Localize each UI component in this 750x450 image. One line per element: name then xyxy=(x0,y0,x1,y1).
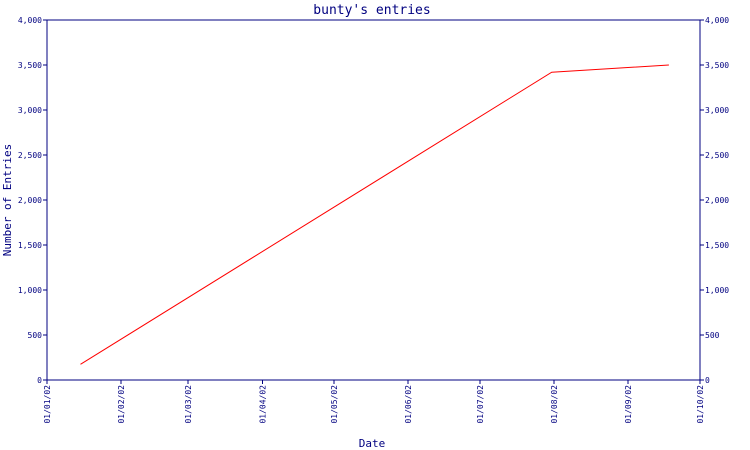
y-tick-label-right: 3,500 xyxy=(705,61,729,70)
series-line xyxy=(80,64,669,365)
y-tick-label-left: 0 xyxy=(37,376,42,385)
x-axis-label: Date xyxy=(359,437,386,450)
y-tick-label-right: 500 xyxy=(705,331,720,340)
x-tick-label: 01/05/02 xyxy=(330,385,339,424)
y-tick-label-left: 1,500 xyxy=(18,241,42,250)
plot-frame xyxy=(46,19,701,381)
y-tick-label-right: 1,500 xyxy=(705,241,729,250)
y-tick-label-left: 3,000 xyxy=(18,106,42,115)
x-tick-label: 01/02/02 xyxy=(117,385,126,424)
x-tick-label: 01/03/02 xyxy=(184,385,193,424)
tick-labels: 0 0 500 500 1,000 1,000 1,500 1,500 2,000 2,000 2,… xyxy=(18,16,729,424)
x-tick-label: 01/01/02 xyxy=(43,385,52,424)
y-tick-label-left: 2,500 xyxy=(18,151,42,160)
axes xyxy=(43,19,704,384)
x-tick-label: 01/07/02 xyxy=(476,385,485,424)
y-tick-label-right: 2,500 xyxy=(705,151,729,160)
y-tick-label-left: 1,000 xyxy=(18,286,42,295)
y-tick-label-left: 500 xyxy=(28,331,43,340)
y-axis-label: Number of Entries xyxy=(1,144,14,257)
y-tick-label-right: 0 xyxy=(705,376,710,385)
x-tick-label: 01/04/02 xyxy=(258,385,267,424)
x-tick-label: 01/09/02 xyxy=(624,385,633,424)
x-tick-label: 01/08/02 xyxy=(550,385,559,424)
y-tick-label-left: 2,000 xyxy=(18,196,42,205)
y-tick-label-right: 3,000 xyxy=(705,106,729,115)
x-tick-label: 01/06/02 xyxy=(404,385,413,424)
series-layer xyxy=(80,64,669,365)
x-tick-label: 01/10/02 xyxy=(696,385,705,424)
y-tick-label-left: 3,500 xyxy=(18,61,42,70)
y-tick-label-right: 1,000 xyxy=(705,286,729,295)
chart-title: bunty's entries xyxy=(313,3,430,18)
y-tick-label-right: 4,000 xyxy=(705,16,729,25)
y-tick-label-left: 4,000 xyxy=(18,16,42,25)
y-tick-label-right: 2,000 xyxy=(705,196,729,205)
